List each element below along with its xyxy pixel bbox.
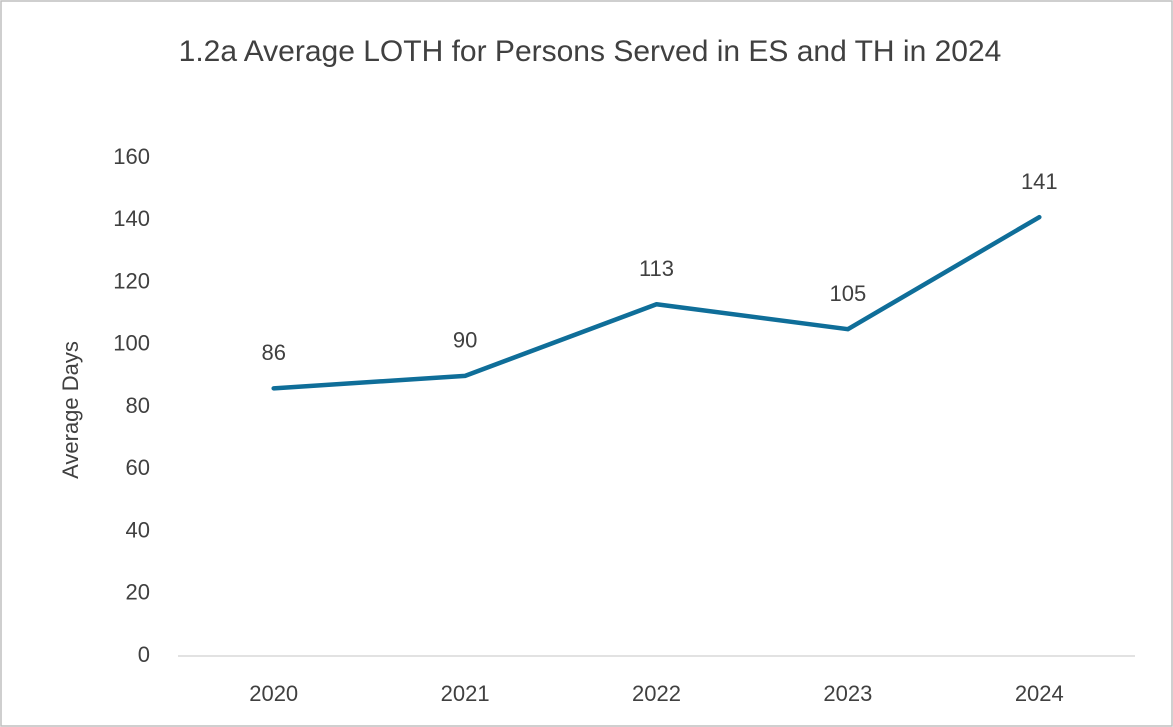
y-tick-label: 80 [126,393,150,418]
x-tick-label: 2020 [249,681,298,706]
data-label: 86 [261,340,285,365]
data-label: 90 [453,328,477,353]
x-tick-label: 2024 [1015,681,1064,706]
data-label: 105 [830,281,867,306]
chart-title: 1.2a Average LOTH for Persons Served in … [178,35,1002,68]
x-tick-label: 2021 [441,681,490,706]
y-tick-label: 140 [113,206,150,231]
y-tick-label: 160 [113,144,150,169]
data-label: 113 [639,256,674,281]
y-tick-label: 120 [113,268,150,293]
y-tick-label: 0 [138,642,150,667]
y-tick-label: 100 [113,331,150,356]
y-axis-label: Average Days [58,341,83,479]
y-tick-label: 40 [126,517,150,542]
y-tick-label: 60 [126,455,150,480]
line-series [271,214,1042,391]
data-label: 141 [1021,169,1058,194]
x-tick-label: 2023 [823,681,872,706]
y-tick-label: 20 [126,580,150,605]
x-tick-label: 2022 [632,681,681,706]
